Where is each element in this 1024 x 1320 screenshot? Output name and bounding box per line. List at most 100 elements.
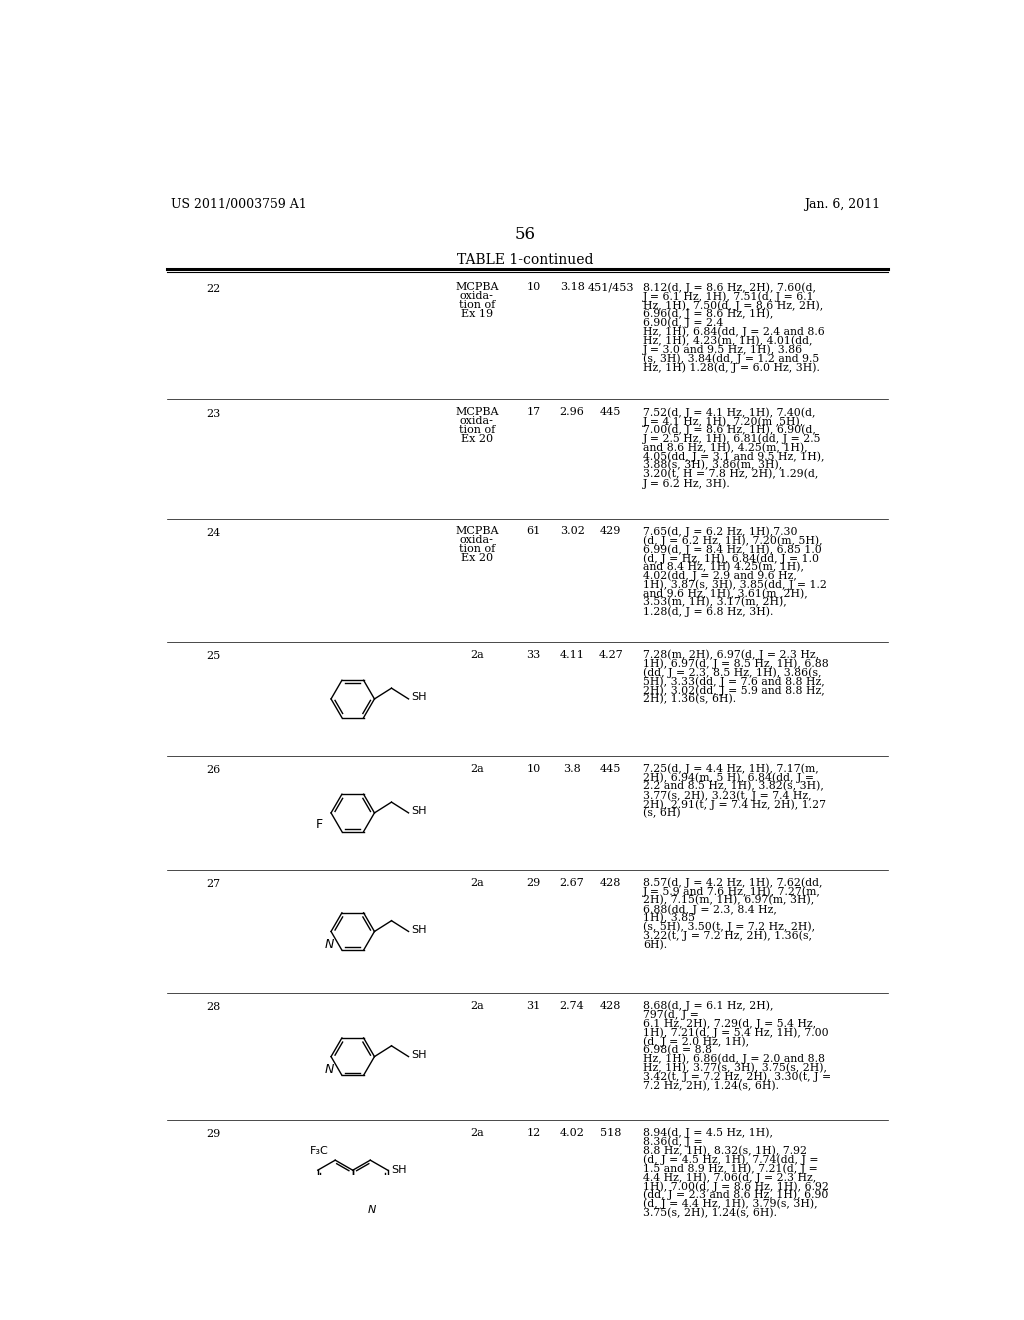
Text: 8.57(d, J = 4.2 Hz, 1H), 7.62(dd,: 8.57(d, J = 4.2 Hz, 1H), 7.62(dd,	[643, 878, 823, 888]
Text: J = 6.2 Hz, 3H).: J = 6.2 Hz, 3H).	[643, 478, 731, 488]
Text: 10: 10	[526, 282, 541, 292]
Text: J = 5.9 and 7.6 Hz, 1H), 7.27(m,: J = 5.9 and 7.6 Hz, 1H), 7.27(m,	[643, 887, 821, 898]
Text: J = 3.0 and 9.5 Hz, 1H), 3.86: J = 3.0 and 9.5 Hz, 1H), 3.86	[643, 345, 804, 355]
Text: Hz, 1H) 1.28(d, J = 6.0 Hz, 3H).: Hz, 1H) 1.28(d, J = 6.0 Hz, 3H).	[643, 362, 820, 372]
Text: 2.2 and 8.5 Hz, 1H), 3.82(s, 3H),: 2.2 and 8.5 Hz, 1H), 3.82(s, 3H),	[643, 781, 824, 792]
Text: 2H), 3.02(dd, J = 5.9 and 8.8 Hz,: 2H), 3.02(dd, J = 5.9 and 8.8 Hz,	[643, 685, 825, 696]
Text: 4.27: 4.27	[598, 649, 624, 660]
Text: SH: SH	[411, 693, 426, 702]
Text: Hz, 1H), 6.86(dd, J = 2.0 and 8.8: Hz, 1H), 6.86(dd, J = 2.0 and 8.8	[643, 1053, 825, 1064]
Text: 1H), 3.85: 1H), 3.85	[643, 913, 695, 924]
Text: oxida-: oxida-	[460, 292, 494, 301]
Text: MCPBA: MCPBA	[455, 407, 499, 417]
Text: 1H), 6.97(d, J = 8.5 Hz, 1H), 6.88: 1H), 6.97(d, J = 8.5 Hz, 1H), 6.88	[643, 659, 829, 669]
Text: MCPBA: MCPBA	[455, 282, 499, 292]
Text: oxida-: oxida-	[460, 416, 494, 426]
Text: SH: SH	[411, 1051, 426, 1060]
Text: Ex 20: Ex 20	[461, 553, 493, 564]
Text: MCPBA: MCPBA	[455, 527, 499, 536]
Text: 29: 29	[526, 878, 541, 887]
Text: 3.8: 3.8	[563, 763, 581, 774]
Text: J = 4.1 Hz, 1H), 7.20(m ,5H),: J = 4.1 Hz, 1H), 7.20(m ,5H),	[643, 416, 805, 426]
Text: 8.68(d, J = 6.1 Hz, 2H),: 8.68(d, J = 6.1 Hz, 2H),	[643, 1001, 774, 1011]
Text: tion of: tion of	[459, 425, 495, 434]
Text: 7.65(d, J = 6.2 Hz, 1H),7.30: 7.65(d, J = 6.2 Hz, 1H),7.30	[643, 527, 798, 537]
Text: 24: 24	[206, 528, 220, 539]
Text: Ex 19: Ex 19	[461, 309, 493, 319]
Text: F₃C: F₃C	[310, 1146, 329, 1155]
Text: 31: 31	[526, 1001, 541, 1011]
Text: Hz, 1H), 3.77(s, 3H), 3.75(s, 2H),: Hz, 1H), 3.77(s, 3H), 3.75(s, 2H),	[643, 1063, 827, 1073]
Text: 6.90(d, J = 2.4: 6.90(d, J = 2.4	[643, 318, 724, 329]
Text: 2H), 2.91(t, J = 7.4 Hz, 2H), 1.27: 2H), 2.91(t, J = 7.4 Hz, 2H), 1.27	[643, 799, 826, 809]
Text: 2.67: 2.67	[560, 878, 585, 887]
Text: 7.2 Hz, 2H), 1.24(s, 6H).: 7.2 Hz, 2H), 1.24(s, 6H).	[643, 1081, 779, 1090]
Text: 2H), 7.15(m, 1H), 6.97(m, 3H),: 2H), 7.15(m, 1H), 6.97(m, 3H),	[643, 895, 815, 906]
Text: (dd, J = 2.3 and 8.6 Hz, 1H), 6.90: (dd, J = 2.3 and 8.6 Hz, 1H), 6.90	[643, 1189, 828, 1200]
Text: 1H), 7.00(d, J = 8.6 Hz, 1H), 6.92: 1H), 7.00(d, J = 8.6 Hz, 1H), 6.92	[643, 1181, 829, 1192]
Text: (dd, J = 2.3, 8.5 Hz, 1H), 3.86(s,: (dd, J = 2.3, 8.5 Hz, 1H), 3.86(s,	[643, 668, 822, 678]
Text: N: N	[325, 1063, 334, 1076]
Text: 2H), 6.94(m, 5 H), 6.84(dd, J =: 2H), 6.94(m, 5 H), 6.84(dd, J =	[643, 772, 814, 783]
Text: 5H), 3.33(dd, J = 7.6 and 8.8 Hz,: 5H), 3.33(dd, J = 7.6 and 8.8 Hz,	[643, 676, 825, 686]
Text: oxida-: oxida-	[460, 536, 494, 545]
Text: TABLE 1-continued: TABLE 1-continued	[457, 253, 593, 267]
Text: (d, J = 4.4 Hz, 1H), 3.79(s, 3H),: (d, J = 4.4 Hz, 1H), 3.79(s, 3H),	[643, 1199, 818, 1209]
Text: 26: 26	[206, 766, 220, 775]
Text: 1H), 3.87(s, 3H), 3.85(dd, J = 1.2: 1H), 3.87(s, 3H), 3.85(dd, J = 1.2	[643, 579, 827, 590]
Text: 7.00(d, J = 8.6 Hz, 1H), 6.90(d,: 7.00(d, J = 8.6 Hz, 1H), 6.90(d,	[643, 425, 816, 436]
Text: 25: 25	[206, 651, 220, 661]
Text: and 9.6 Hz, 1H), 3.61(m ,2H),: and 9.6 Hz, 1H), 3.61(m ,2H),	[643, 589, 808, 599]
Text: (s, 6H): (s, 6H)	[643, 808, 681, 818]
Text: 445: 445	[600, 407, 622, 417]
Text: 3.18: 3.18	[560, 282, 585, 292]
Text: 6.96(d, J = 8.6 Hz, 1H),: 6.96(d, J = 8.6 Hz, 1H),	[643, 309, 774, 319]
Text: 2a: 2a	[470, 763, 483, 774]
Text: J = 2.5 Hz, 1H), 6.81(dd, J = 2.5: J = 2.5 Hz, 1H), 6.81(dd, J = 2.5	[643, 434, 822, 445]
Text: (d, J = 6.2 Hz, 1H), 7.20(m, 5H),: (d, J = 6.2 Hz, 1H), 7.20(m, 5H),	[643, 536, 823, 546]
Text: 7.25(d, J = 4.4 Hz, 1H), 7.17(m,: 7.25(d, J = 4.4 Hz, 1H), 7.17(m,	[643, 763, 819, 775]
Text: Jan. 6, 2011: Jan. 6, 2011	[804, 198, 880, 211]
Text: 56: 56	[514, 226, 536, 243]
Text: 6.88(dd, J = 2.3, 8.4 Hz,: 6.88(dd, J = 2.3, 8.4 Hz,	[643, 904, 777, 915]
Text: 3.02: 3.02	[560, 527, 585, 536]
Text: 8.94(d, J = 4.5 Hz, 1H),: 8.94(d, J = 4.5 Hz, 1H),	[643, 1127, 773, 1138]
Text: US 2011/0003759 A1: US 2011/0003759 A1	[171, 198, 306, 211]
Text: 10: 10	[526, 763, 541, 774]
Text: tion of: tion of	[459, 300, 495, 310]
Text: J = 6.1 Hz, 1H), 7.51(d, J = 6.1: J = 6.1 Hz, 1H), 7.51(d, J = 6.1	[643, 292, 815, 302]
Text: 3.75(s, 2H), 1.24(s, 6H).: 3.75(s, 2H), 1.24(s, 6H).	[643, 1208, 777, 1218]
Text: F: F	[316, 817, 324, 830]
Text: SH: SH	[391, 1166, 407, 1175]
Text: (d, J = 4.5 Hz, 1H), 7.74(dd, J =: (d, J = 4.5 Hz, 1H), 7.74(dd, J =	[643, 1155, 819, 1166]
Text: 428: 428	[600, 878, 622, 887]
Text: 4.02(dd, J = 2.9 and 9.6 Hz,: 4.02(dd, J = 2.9 and 9.6 Hz,	[643, 570, 798, 581]
Text: 518: 518	[600, 1127, 622, 1138]
Text: 12: 12	[526, 1127, 541, 1138]
Text: 3.42(t, J = 7.2 Hz, 2H), 3.30(t, J =: 3.42(t, J = 7.2 Hz, 2H), 3.30(t, J =	[643, 1072, 831, 1082]
Text: 7.28(m, 2H), 6.97(d, J = 2.3 Hz,: 7.28(m, 2H), 6.97(d, J = 2.3 Hz,	[643, 649, 819, 660]
Text: 2H), 1.36(s, 6H).: 2H), 1.36(s, 6H).	[643, 694, 736, 705]
Text: 61: 61	[526, 527, 541, 536]
Text: 33: 33	[526, 649, 541, 660]
Text: N: N	[325, 937, 334, 950]
Text: 23: 23	[206, 409, 220, 418]
Text: 29: 29	[206, 1130, 220, 1139]
Text: 3.20(t, H = 7.8 Hz, 2H), 1.29(d,: 3.20(t, H = 7.8 Hz, 2H), 1.29(d,	[643, 469, 819, 479]
Text: tion of: tion of	[459, 544, 495, 554]
Text: 2.96: 2.96	[560, 407, 585, 417]
Text: 8.8 Hz, 1H), 8.32(s, 1H), 7.92: 8.8 Hz, 1H), 8.32(s, 1H), 7.92	[643, 1146, 807, 1156]
Text: 17: 17	[526, 407, 541, 417]
Text: 2a: 2a	[470, 1127, 483, 1138]
Text: (s, 3H), 3.84(dd, J = 1.2 and 9.5: (s, 3H), 3.84(dd, J = 1.2 and 9.5	[643, 354, 819, 364]
Text: and 8.4 Hz, 1H) 4.25(m, 1H),: and 8.4 Hz, 1H) 4.25(m, 1H),	[643, 562, 805, 573]
Text: 3.22(t, J = 7.2 Hz, 2H), 1.36(s,: 3.22(t, J = 7.2 Hz, 2H), 1.36(s,	[643, 931, 812, 941]
Text: 429: 429	[600, 527, 622, 536]
Text: 6.1 Hz, 2H), 7.29(d, J = 5.4 Hz,: 6.1 Hz, 2H), 7.29(d, J = 5.4 Hz,	[643, 1019, 816, 1030]
Text: 1H), 7.21(d, J = 5.4 Hz, 1H), 7.00: 1H), 7.21(d, J = 5.4 Hz, 1H), 7.00	[643, 1027, 829, 1038]
Text: (s, 5H), 3.50(t, J = 7.2 Hz, 2H),: (s, 5H), 3.50(t, J = 7.2 Hz, 2H),	[643, 921, 815, 932]
Text: (d, J = 2.0 Hz, 1H),: (d, J = 2.0 Hz, 1H),	[643, 1036, 750, 1047]
Text: 3.77(s, 2H), 3.23(t, J = 7.4 Hz,: 3.77(s, 2H), 3.23(t, J = 7.4 Hz,	[643, 791, 812, 801]
Text: 4.02: 4.02	[560, 1127, 585, 1138]
Text: 2a: 2a	[470, 649, 483, 660]
